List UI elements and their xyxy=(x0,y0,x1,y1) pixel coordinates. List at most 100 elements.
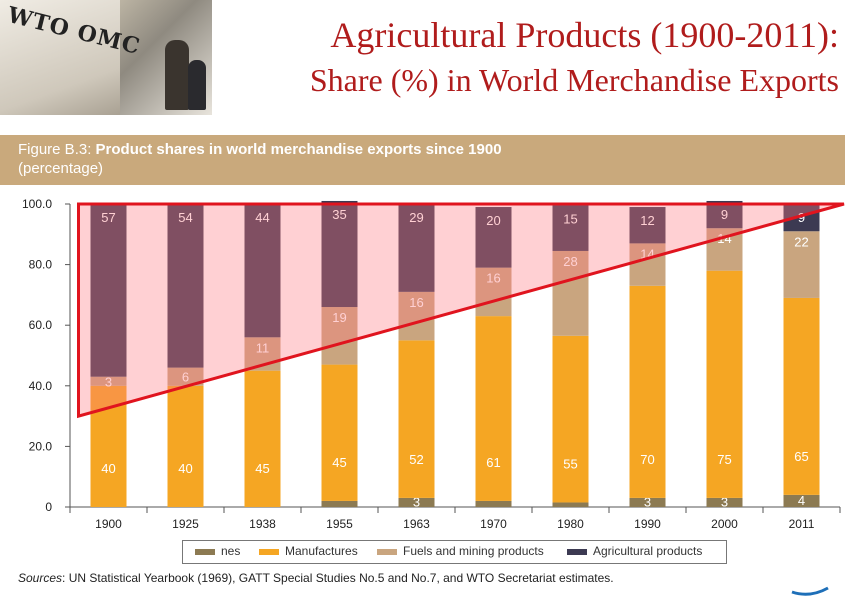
data-label: 40 xyxy=(178,461,192,476)
bar-segment-agricultural-products xyxy=(167,204,204,368)
data-label: 16 xyxy=(486,271,500,286)
data-label: 65 xyxy=(794,449,808,464)
bar-segment-agricultural-products xyxy=(475,207,512,268)
slide-header: WTO OMC Agricultural Products (1900-2011… xyxy=(0,0,845,115)
legend-label-manufactures: Manufactures xyxy=(285,544,358,558)
x-tick-label: 1990 xyxy=(634,517,661,531)
data-label: 57 xyxy=(101,210,115,225)
figure-title-band xyxy=(0,135,845,185)
data-label: 29 xyxy=(409,210,423,225)
bar-segment-fuels-and-mining-products xyxy=(475,267,512,317)
person-figure-2 xyxy=(188,60,206,110)
legend-swatch-fuels xyxy=(377,548,397,555)
data-label: 45 xyxy=(255,461,269,476)
bar-segment-agricultural-products xyxy=(321,200,358,308)
data-label: 6 xyxy=(182,370,189,385)
bar-segment-fuels-and-mining-products xyxy=(321,307,358,365)
highlight-triangle-annotation xyxy=(77,202,845,419)
x-tick-label: 1980 xyxy=(557,517,584,531)
data-label: 16 xyxy=(409,295,423,310)
x-tick-label: 1955 xyxy=(326,517,353,531)
bar-segment-agricultural-products xyxy=(629,207,666,244)
data-label: 40 xyxy=(101,461,115,476)
x-tick-label: 1970 xyxy=(480,517,507,531)
legend-item-nes: nes xyxy=(195,544,240,558)
data-label: 52 xyxy=(409,452,423,467)
bar-segment-manufactures xyxy=(706,270,743,498)
legend-swatch-agricultural xyxy=(567,548,587,555)
legend-item-manufactures: Manufactures xyxy=(259,544,358,558)
legend-label-nes: nes xyxy=(221,544,241,558)
wto-corner-swoosh xyxy=(791,586,829,596)
x-tick-label: 1963 xyxy=(403,517,430,531)
figure-title: Figure B.3: Product shares in world merc… xyxy=(18,141,502,158)
bar-segment-nes xyxy=(398,497,435,507)
x-tick-label: 1938 xyxy=(249,517,276,531)
y-tick-label: 60.0 xyxy=(29,318,53,332)
legend-label-fuels: Fuels and mining products xyxy=(403,544,544,558)
bar-segment-nes xyxy=(552,502,589,507)
data-label: 3 xyxy=(721,494,728,509)
slide-title-line1: Agricultural Products (1900-2011): xyxy=(330,15,839,55)
data-label: 3 xyxy=(105,374,112,389)
bar-segment-manufactures xyxy=(398,340,435,498)
y-tick-label: 100.0 xyxy=(22,197,52,211)
legend-swatch-nes xyxy=(195,548,215,555)
bar-segment-agricultural-products xyxy=(706,200,743,229)
y-tick-label: 0 xyxy=(45,500,52,514)
legend-label-agricultural: Agricultural products xyxy=(593,544,703,558)
bar-segment-fuels-and-mining-products xyxy=(167,367,204,386)
data-label: 11 xyxy=(256,340,270,355)
data-label: 9 xyxy=(721,207,728,222)
bar-segment-agricultural-products xyxy=(90,204,127,377)
bar-segment-manufactures xyxy=(244,370,281,507)
data-label: 4 xyxy=(798,493,805,508)
slide-title-line2: Share (%) in World Merchandise Exports xyxy=(309,62,839,98)
data-label: 3 xyxy=(413,494,420,509)
data-label: 55 xyxy=(563,456,577,471)
data-label: 35 xyxy=(332,207,346,222)
bar-segment-agricultural-products xyxy=(244,204,281,338)
legend-swatch-manufactures xyxy=(259,548,279,555)
bar-segment-fuels-and-mining-products xyxy=(90,376,127,386)
bar-segment-manufactures xyxy=(783,297,820,495)
y-tick-label: 80.0 xyxy=(29,258,53,272)
bar-segment-fuels-and-mining-products xyxy=(629,243,666,286)
bar-segment-agricultural-products xyxy=(552,205,589,251)
person-figure xyxy=(165,40,189,110)
bar-segment-agricultural-products xyxy=(398,204,435,292)
bar-segment-nes xyxy=(783,494,820,507)
bar-segment-manufactures xyxy=(475,316,512,501)
data-label: 20 xyxy=(486,213,500,228)
data-label: 28 xyxy=(563,254,577,269)
wto-logo-photo: WTO OMC xyxy=(0,0,212,115)
sources-note: Sources: UN Statistical Yearbook (1969),… xyxy=(18,571,614,585)
data-label: 70 xyxy=(640,452,654,467)
data-label: 54 xyxy=(178,210,192,225)
figure-title-text: Product shares in world merchandise expo… xyxy=(95,141,502,158)
bar-segment-nes xyxy=(475,500,512,507)
bar-segment-manufactures xyxy=(167,385,204,507)
building-wall xyxy=(0,0,120,115)
legend-item-agricultural: Agricultural products xyxy=(567,544,702,558)
data-label: 3 xyxy=(644,494,651,509)
x-tick-label: 2011 xyxy=(789,517,815,531)
bar-segment-manufactures xyxy=(629,285,666,498)
figure-label: Figure B.3: xyxy=(18,141,92,158)
bar-segment-fuels-and-mining-products xyxy=(783,231,820,298)
bar-segment-nes xyxy=(706,497,743,507)
data-label: 75 xyxy=(717,452,731,467)
legend-item-fuels: Fuels and mining products xyxy=(377,544,544,558)
data-label: 22 xyxy=(794,234,808,249)
bar-segment-nes xyxy=(321,500,358,507)
data-label: 15 xyxy=(563,212,577,227)
bar-segment-manufactures xyxy=(321,364,358,501)
sources-text: : UN Statistical Yearbook (1969), GATT S… xyxy=(62,571,614,585)
data-label: 12 xyxy=(640,213,654,228)
chart-legend: nes Manufactures Fuels and mining produc… xyxy=(182,540,727,564)
bar-segment-fuels-and-mining-products xyxy=(398,291,435,341)
y-tick-label: 20.0 xyxy=(29,439,53,453)
data-label: 61 xyxy=(486,455,500,470)
bar-segment-nes xyxy=(629,497,666,507)
data-label: 9 xyxy=(798,210,805,225)
